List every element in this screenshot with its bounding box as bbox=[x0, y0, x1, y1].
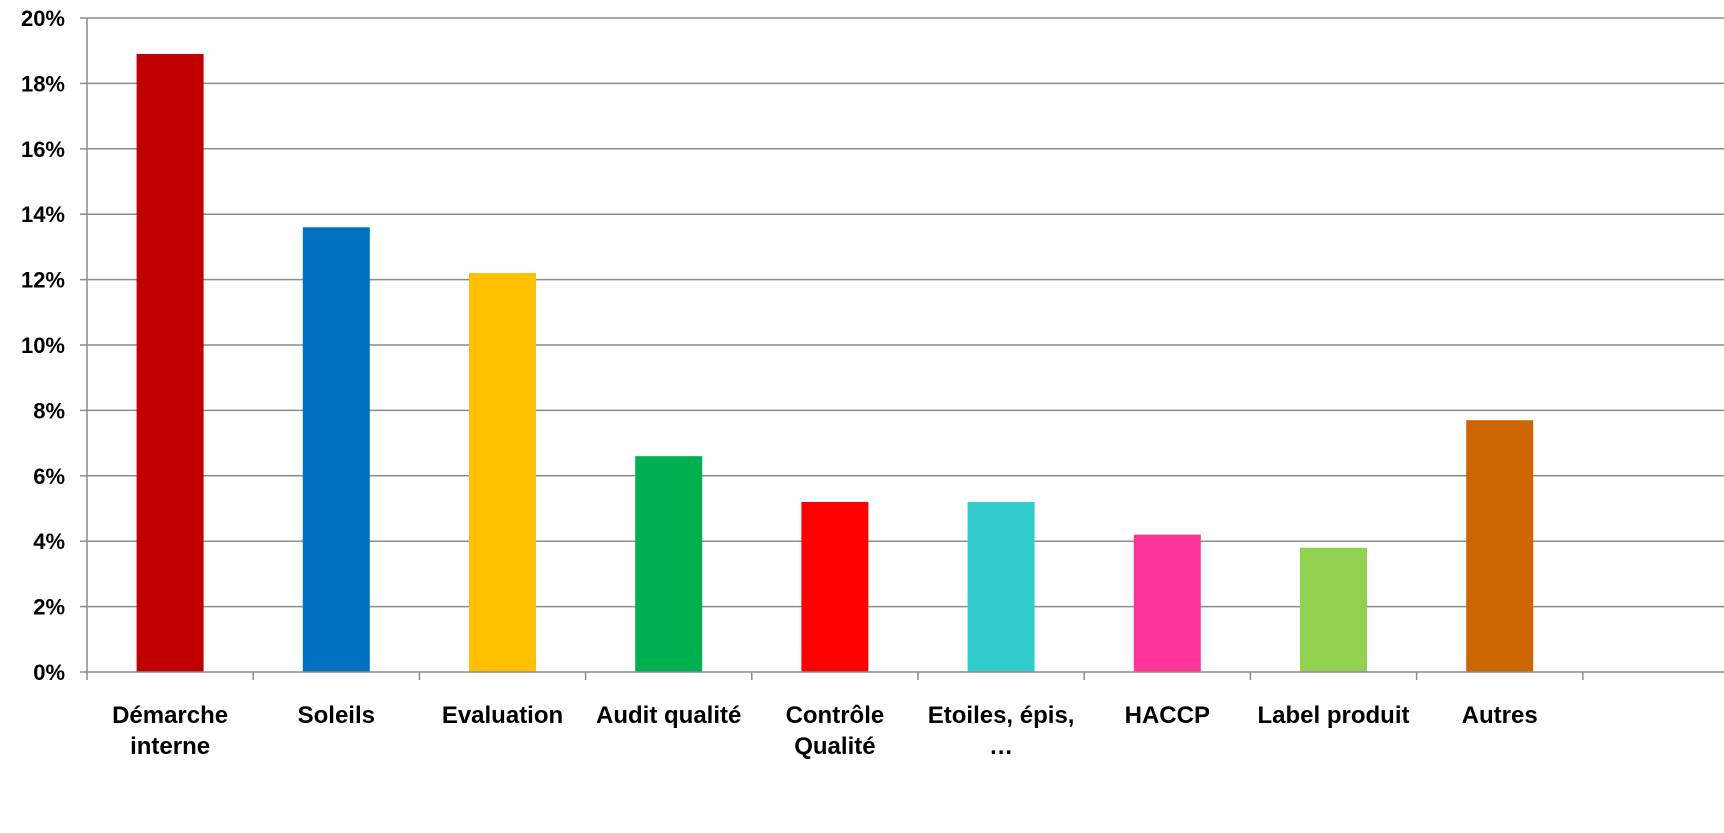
y-tick-label: 4% bbox=[33, 529, 65, 554]
x-tick-label: Démarche bbox=[112, 702, 228, 729]
y-tick-label: 16% bbox=[21, 137, 65, 162]
bar bbox=[469, 273, 536, 672]
x-tick-label: Qualité bbox=[794, 733, 875, 760]
y-tick-label: 18% bbox=[21, 71, 65, 96]
y-tick-label: 2% bbox=[33, 595, 65, 620]
x-tick-label: Etoiles, épis, bbox=[928, 702, 1075, 729]
x-tick-label: Contrôle bbox=[786, 702, 885, 729]
bar bbox=[136, 53, 204, 673]
y-axis-tick-labels: 0% 2% 4% 6% 8% 10% 12% 14% 16% 18% 20% bbox=[21, 6, 65, 685]
y-tick-label: 20% bbox=[21, 6, 65, 31]
bar bbox=[967, 501, 1035, 672]
x-tick-label: … bbox=[989, 733, 1013, 760]
x-axis-category-labels: Démarche interne Soleils Evaluation Audit qu… bbox=[112, 702, 1538, 760]
y-tick-label: 10% bbox=[21, 333, 65, 358]
y-tick-label: 8% bbox=[33, 398, 65, 423]
y-tick-label: 0% bbox=[33, 660, 65, 685]
y-tick-label: 12% bbox=[21, 268, 65, 293]
bar bbox=[801, 501, 869, 672]
bar bbox=[302, 227, 370, 672]
x-tick-label: Label produit bbox=[1258, 702, 1410, 729]
y-tick-label: 14% bbox=[21, 202, 65, 227]
bar bbox=[635, 456, 703, 672]
x-tick-label: Soleils bbox=[298, 702, 375, 729]
x-tick-label: Evaluation bbox=[442, 702, 563, 729]
x-tick-label: interne bbox=[130, 733, 210, 760]
bar bbox=[1300, 547, 1367, 672]
y-tick-label: 6% bbox=[33, 464, 65, 489]
axes bbox=[80, 17, 1724, 680]
bar bbox=[1466, 420, 1534, 672]
bar bbox=[1133, 534, 1201, 672]
x-tick-label: Autres bbox=[1462, 702, 1538, 729]
bars bbox=[136, 53, 1534, 673]
x-tick-label: HACCP bbox=[1125, 702, 1210, 729]
x-tick-label: Audit qualité bbox=[596, 702, 741, 729]
